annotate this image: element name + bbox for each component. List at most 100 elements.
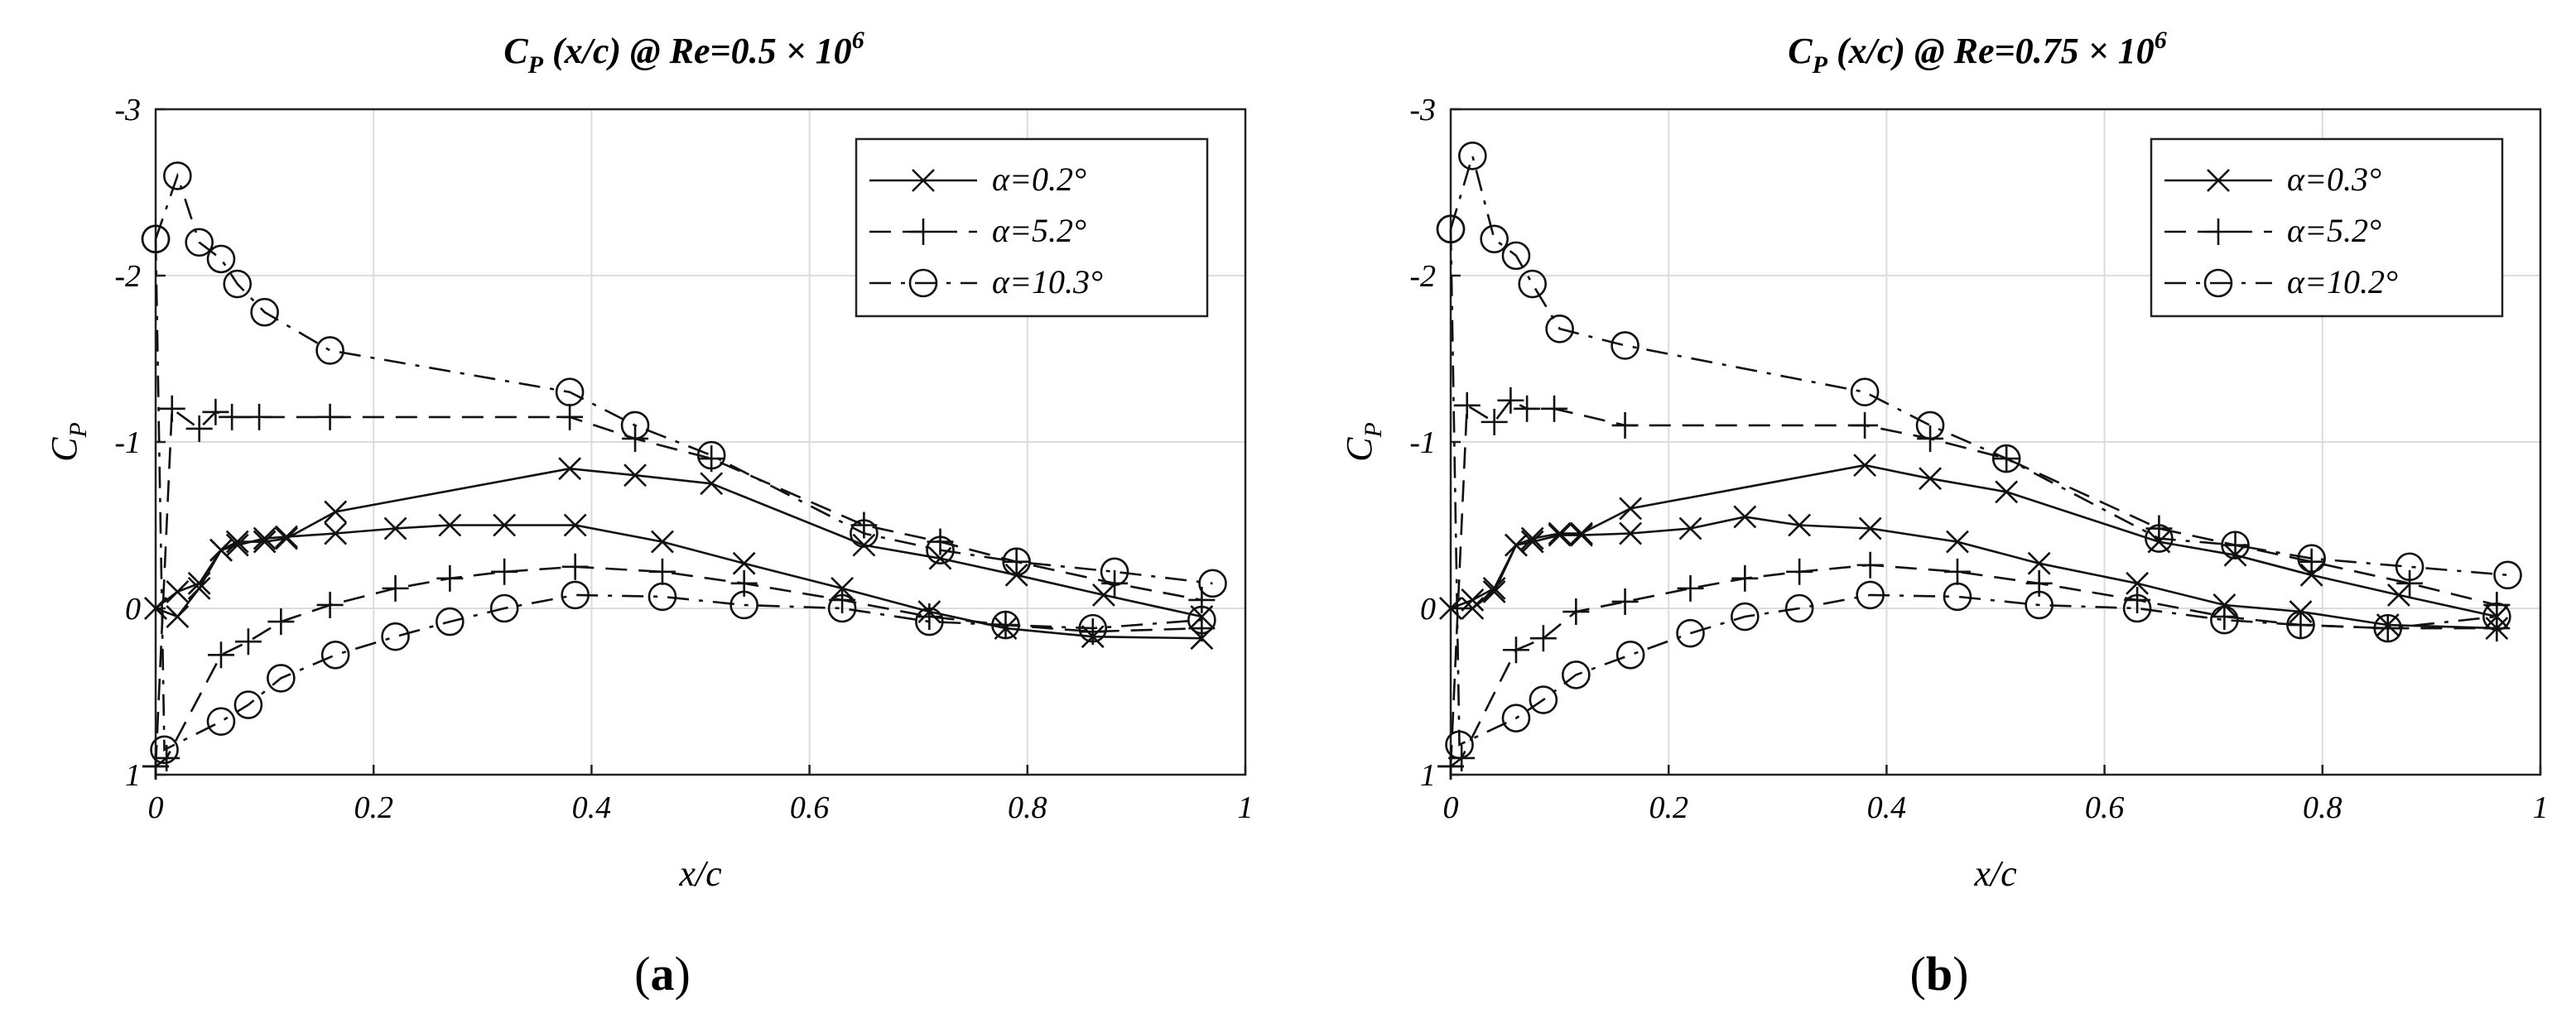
data-point bbox=[493, 513, 517, 537]
data-point bbox=[1619, 521, 1643, 545]
data-point bbox=[150, 735, 179, 765]
x-tick-label: 0.6 bbox=[790, 790, 830, 825]
data-point bbox=[436, 564, 464, 592]
series-line-lower bbox=[1450, 564, 2497, 768]
data-point bbox=[1548, 521, 1572, 545]
data-point bbox=[438, 513, 462, 537]
y-tick-label: 1 bbox=[125, 758, 141, 793]
data-point bbox=[315, 336, 344, 365]
data-point bbox=[2298, 548, 2325, 575]
data-point bbox=[555, 377, 585, 407]
series-line-upper bbox=[154, 406, 1202, 767]
data-point bbox=[827, 593, 857, 623]
legend-symbols bbox=[2164, 169, 2272, 298]
data-point bbox=[1570, 523, 1593, 547]
data-point bbox=[696, 440, 726, 470]
data-point bbox=[1501, 241, 1531, 271]
series-line-lower bbox=[1449, 228, 2497, 747]
data-point bbox=[1677, 574, 1704, 602]
data-point bbox=[219, 403, 246, 430]
series-2 bbox=[141, 161, 1227, 765]
data-point bbox=[1458, 141, 1487, 170]
data-point bbox=[202, 398, 229, 425]
data-point bbox=[1445, 730, 1474, 760]
data-point bbox=[1501, 704, 1531, 732]
x-tick-label: 0.2 bbox=[1649, 790, 1688, 825]
data-point bbox=[382, 574, 409, 602]
data-point bbox=[1545, 315, 1574, 343]
data-point bbox=[2025, 590, 2054, 620]
legend-box bbox=[855, 137, 1209, 318]
grid-lines bbox=[1451, 109, 2540, 775]
data-point bbox=[316, 591, 344, 618]
data-point bbox=[1482, 576, 1506, 600]
y-axis-label: CP bbox=[44, 422, 92, 462]
legend-box bbox=[2150, 137, 2504, 318]
data-point bbox=[561, 553, 589, 580]
legend-label-2: α=10.3° bbox=[992, 263, 1103, 300]
data-point bbox=[850, 519, 879, 548]
data-point bbox=[1505, 533, 1528, 557]
data-point bbox=[1850, 377, 1880, 407]
x-tick-label: 0 bbox=[148, 790, 164, 825]
data-point bbox=[1858, 516, 1882, 540]
data-point bbox=[320, 640, 350, 670]
data-point bbox=[187, 576, 211, 600]
data-point bbox=[1188, 615, 1216, 642]
data-point bbox=[732, 551, 756, 575]
x-tick-label: 1 bbox=[2533, 790, 2549, 825]
data-point bbox=[324, 521, 348, 545]
data-point bbox=[207, 641, 234, 669]
chart-panel-a: CP (x/c) @ Re=0.5 × 106 0 0.2 0.4 0.6 0.8 1 -3… bbox=[44, 26, 1254, 894]
data-point bbox=[1529, 625, 1557, 652]
y-tick-label: -2 bbox=[114, 259, 141, 294]
data-point bbox=[624, 463, 647, 487]
legend-marker-0 bbox=[2207, 169, 2230, 192]
data-point bbox=[1915, 411, 1945, 440]
series-group bbox=[141, 161, 1227, 780]
x-tick-label: 0 bbox=[1443, 790, 1459, 825]
x-tick-label: 0.4 bbox=[1867, 790, 1907, 825]
data-point bbox=[700, 472, 724, 496]
y-tick-label: 0 bbox=[1420, 592, 1436, 627]
data-point bbox=[1092, 584, 1115, 607]
data-point bbox=[1461, 597, 1485, 620]
data-point bbox=[166, 579, 190, 603]
data-point bbox=[1453, 391, 1481, 419]
data-point bbox=[1482, 579, 1506, 603]
y-tick-label: -1 bbox=[1409, 425, 1436, 460]
series-line-lower bbox=[155, 565, 1202, 768]
legend-label-0: α=0.3° bbox=[2287, 161, 2381, 198]
legend-label-1: α=5.2° bbox=[992, 212, 1086, 249]
legend-marker-1 bbox=[910, 219, 937, 245]
series-line-upper bbox=[1449, 399, 2497, 767]
data-point bbox=[2286, 610, 2315, 640]
data-point bbox=[1100, 557, 1129, 587]
data-point bbox=[1943, 558, 1971, 585]
x-tick-label: 1 bbox=[1238, 790, 1254, 825]
data-point bbox=[1919, 467, 1942, 491]
y-tick-label: -3 bbox=[114, 93, 141, 127]
data-point bbox=[1520, 526, 1544, 550]
series-line-upper bbox=[1449, 151, 2508, 577]
series-2 bbox=[1436, 141, 2522, 760]
data-point bbox=[381, 622, 410, 651]
data-point bbox=[1562, 660, 1591, 689]
data-point bbox=[2373, 613, 2403, 643]
data-point bbox=[1002, 547, 1031, 577]
y-tick-label: -2 bbox=[1409, 259, 1436, 294]
data-point bbox=[1943, 582, 1972, 612]
data-point bbox=[1548, 523, 1572, 547]
data-point bbox=[324, 500, 348, 524]
data-point bbox=[1078, 613, 1108, 643]
data-point bbox=[206, 707, 236, 736]
data-point bbox=[2483, 615, 2511, 642]
data-point bbox=[436, 607, 465, 636]
series-line-upper bbox=[154, 172, 1213, 585]
data-point bbox=[225, 533, 249, 557]
data-point bbox=[267, 608, 295, 636]
y-tick-label: -3 bbox=[1409, 93, 1436, 127]
data-point bbox=[1619, 497, 1643, 521]
data-point bbox=[2396, 569, 2424, 597]
data-point bbox=[1502, 636, 1529, 664]
